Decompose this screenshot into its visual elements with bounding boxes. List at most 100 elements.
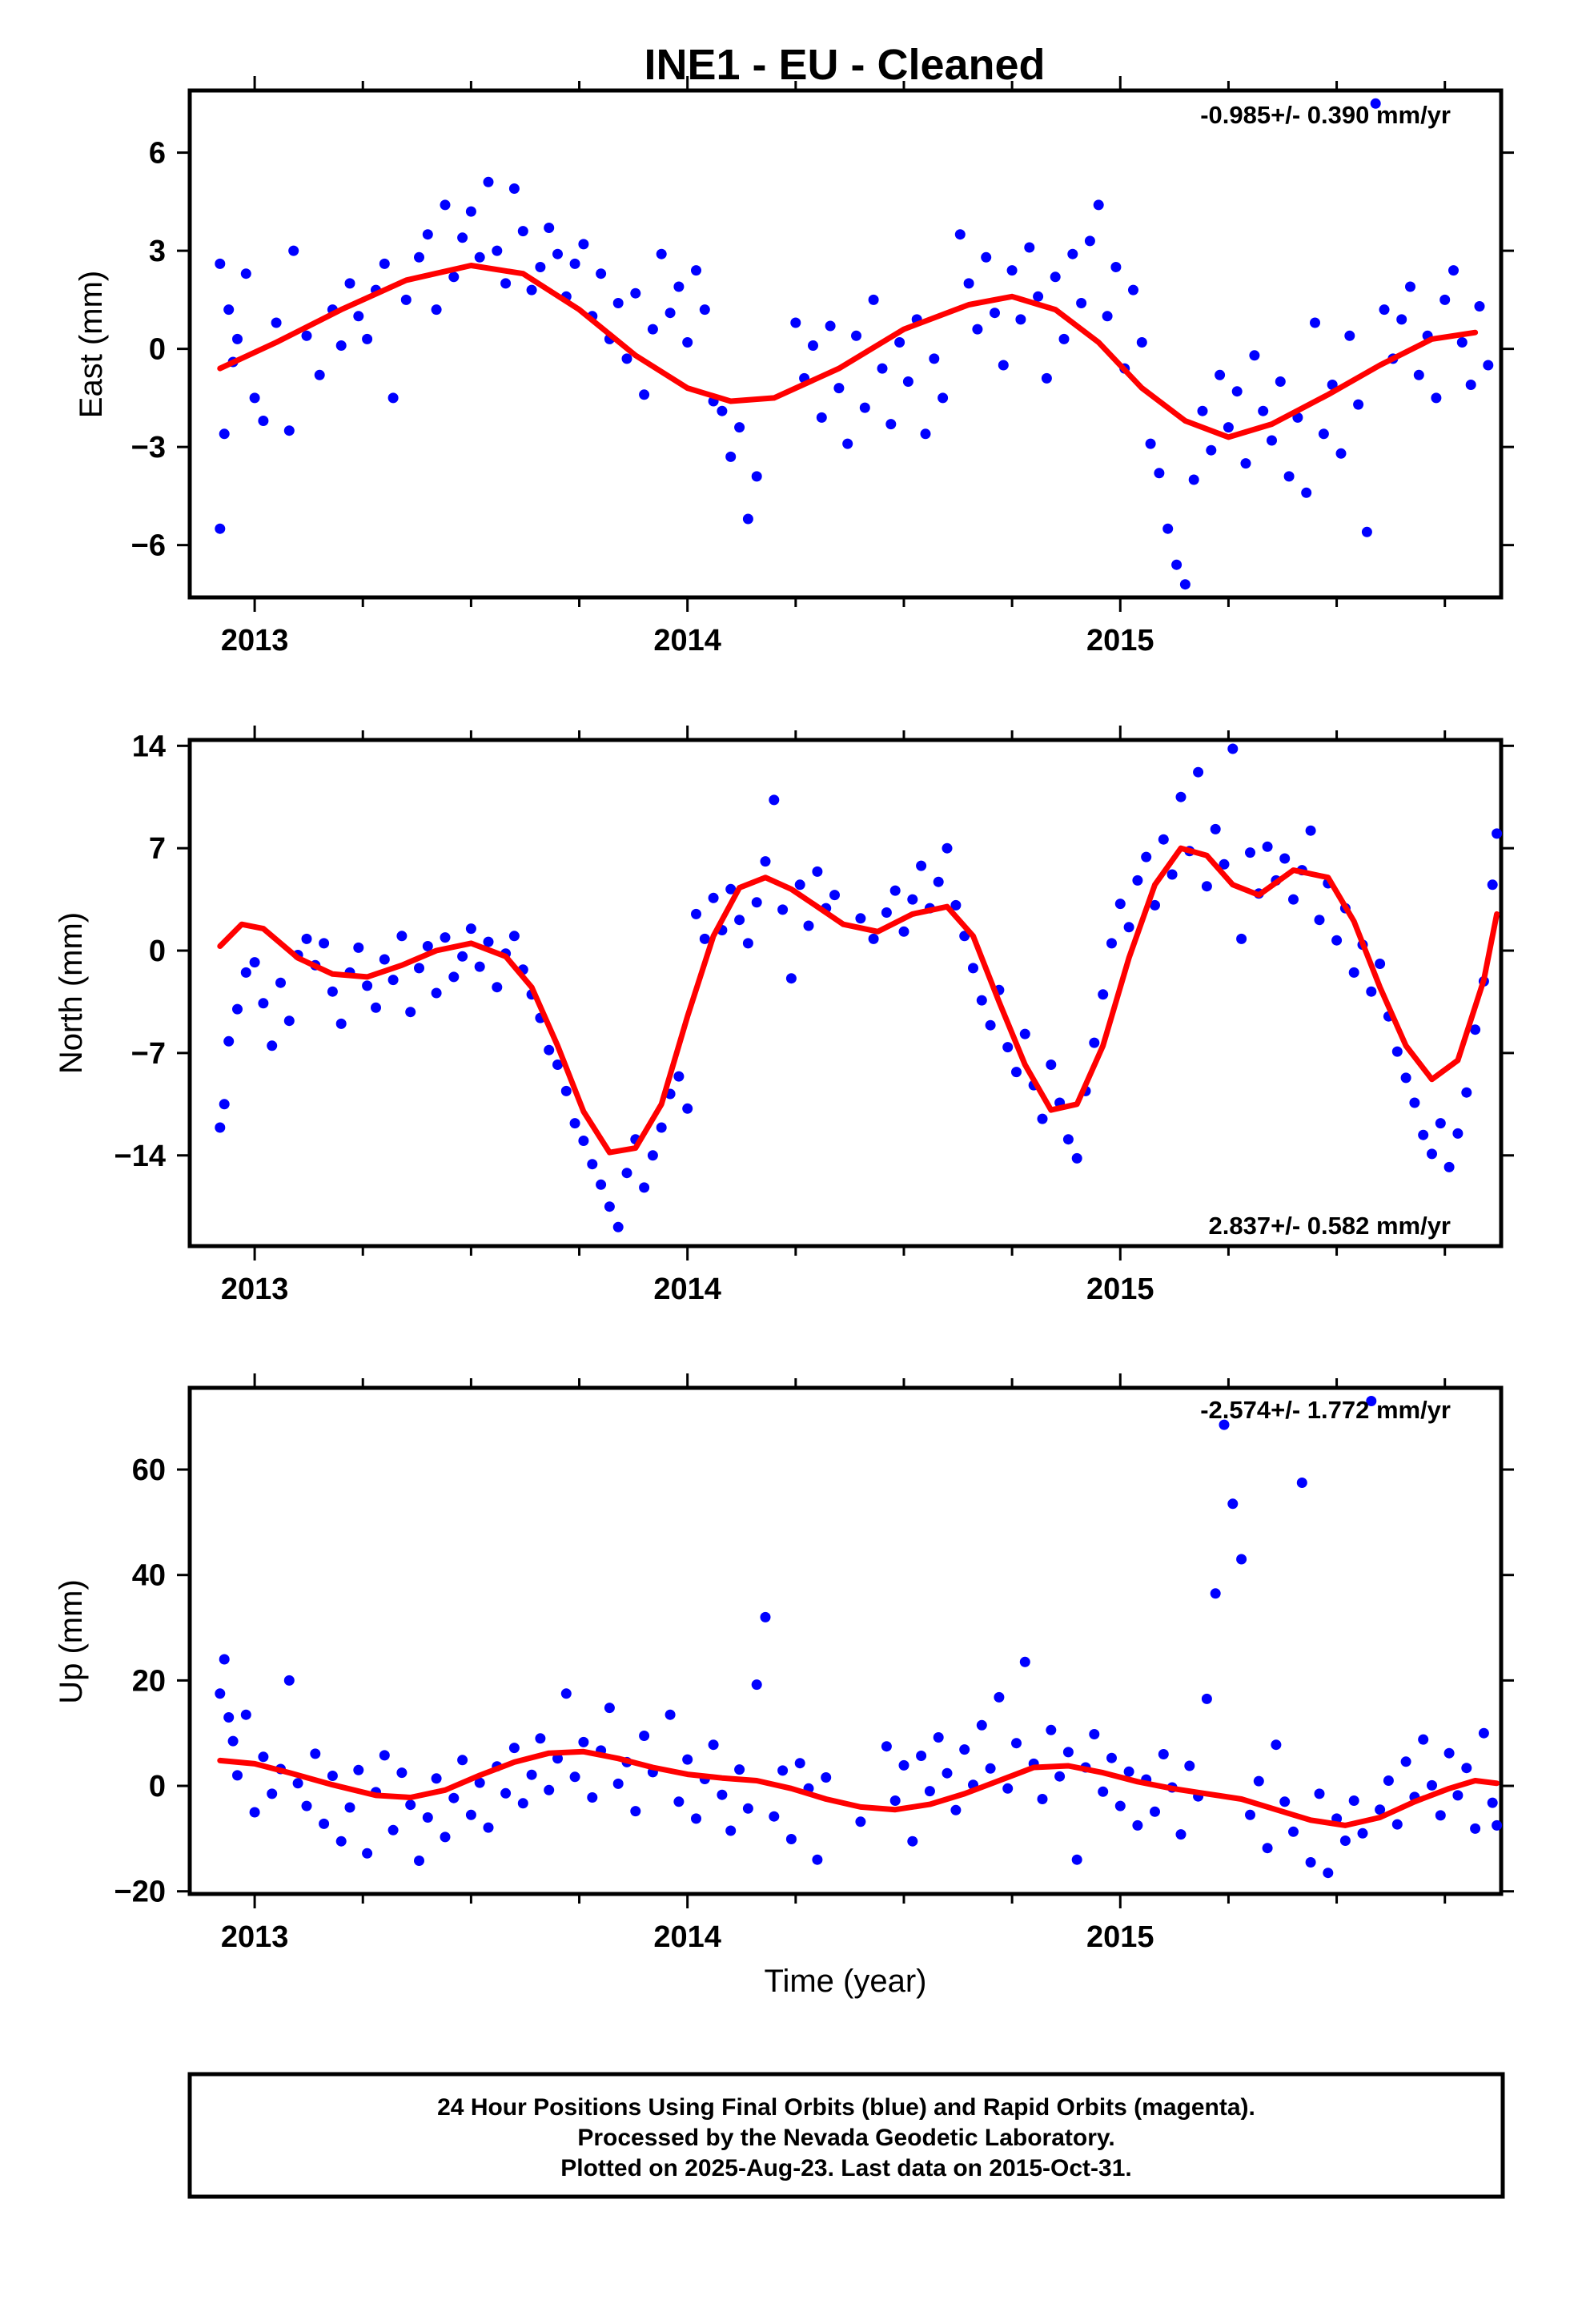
- north-data-point: [414, 963, 424, 974]
- up-data-point: [227, 1735, 239, 1747]
- north-data-point: [794, 879, 805, 891]
- east-data-point: [1456, 337, 1468, 348]
- north-data-point: [569, 1118, 580, 1129]
- east-data-point: [920, 428, 931, 440]
- north-data-point: [1331, 935, 1343, 946]
- up-data-point: [292, 1778, 303, 1789]
- north-data-point: [968, 963, 978, 974]
- north-data-point: [1037, 1113, 1048, 1124]
- footer-line-2: Processed by the Nevada Geodetic Laborat…: [577, 2125, 1114, 2151]
- north-data-point: [1400, 1072, 1411, 1084]
- up-data-point: [327, 1771, 338, 1781]
- up-data-point: [1366, 1396, 1377, 1406]
- east-data-point: [344, 278, 355, 289]
- up-data-point: [526, 1769, 537, 1780]
- north-data-point: [639, 1182, 650, 1193]
- north-data-point: [812, 866, 823, 877]
- east-data-point: [353, 311, 364, 322]
- east-data-point: [431, 304, 442, 316]
- north-model-line: [217, 845, 1500, 1156]
- east-data-point: [1110, 262, 1122, 272]
- east-data-point: [1396, 314, 1407, 325]
- north-data-point: [708, 892, 719, 903]
- north-rate-label: 2.837+/- 0.582 mm/yr: [1209, 1212, 1451, 1240]
- up-data-point: [604, 1703, 615, 1714]
- east-data-point: [842, 438, 853, 449]
- up-data-point: [916, 1751, 927, 1761]
- up-ytick-label: 40: [132, 1559, 166, 1593]
- north-data-point: [353, 942, 364, 953]
- north-data-point: [258, 998, 269, 1009]
- up-xtick-label: 2014: [653, 1920, 721, 1954]
- up-data-point: [422, 1812, 433, 1823]
- up-data-point: [560, 1688, 572, 1699]
- north-data-point: [1348, 967, 1359, 978]
- up-data-point: [457, 1755, 468, 1766]
- up-data-point: [414, 1856, 424, 1866]
- north-data-point: [656, 1122, 667, 1133]
- east-data-point: [1041, 372, 1052, 384]
- up-data-point: [1210, 1588, 1221, 1599]
- up-data-point: [751, 1679, 762, 1691]
- east-data-point: [825, 320, 836, 332]
- east-data-point: [691, 265, 701, 276]
- up-data-point: [267, 1788, 278, 1799]
- east-data-point: [387, 392, 399, 404]
- up-data-point: [1150, 1806, 1160, 1817]
- x-axis-label: Time (year): [765, 1964, 927, 1999]
- east-data-point: [790, 317, 801, 328]
- up-data-point: [483, 1822, 494, 1833]
- east-data-point: [929, 353, 940, 364]
- east-data-point: [271, 317, 282, 328]
- up-data-point: [950, 1804, 962, 1815]
- up-data-point: [362, 1848, 373, 1859]
- up-data-point: [673, 1796, 685, 1807]
- east-data-point: [1136, 337, 1147, 348]
- north-data-point: [1288, 894, 1299, 905]
- east-data-point: [232, 333, 243, 344]
- east-data-point: [851, 330, 861, 341]
- up-data-point: [1288, 1826, 1299, 1837]
- north-data-point: [907, 894, 918, 905]
- up-data-point: [1375, 1804, 1386, 1815]
- up-data-point: [258, 1751, 269, 1763]
- east-data-point: [1431, 392, 1442, 404]
- east-data-point: [1370, 98, 1381, 109]
- north-data-point: [1123, 922, 1134, 933]
- north-data-point: [1391, 1046, 1403, 1057]
- north-data-point: [985, 1019, 996, 1031]
- north-data-point: [785, 973, 797, 984]
- north-data-point: [699, 933, 710, 944]
- north-data-point: [1175, 791, 1186, 802]
- north-data-point: [1071, 1152, 1082, 1164]
- east-data-point: [734, 422, 745, 433]
- north-data-point: [1132, 875, 1143, 886]
- north-data-point: [1011, 1067, 1022, 1078]
- east-data-point: [673, 281, 685, 292]
- east-xtick-label: 2015: [1086, 624, 1154, 657]
- north-data-point: [578, 1136, 589, 1146]
- east-data-point: [1439, 294, 1451, 305]
- up-data-point: [924, 1786, 935, 1797]
- up-data-point: [474, 1777, 485, 1788]
- up-data-point: [215, 1688, 226, 1699]
- east-data-point: [1448, 265, 1459, 276]
- north-data-point: [544, 1044, 555, 1055]
- up-data-point: [1011, 1738, 1022, 1749]
- up-data-point: [907, 1835, 918, 1847]
- east-data-point: [535, 262, 546, 272]
- up-data-point: [1348, 1795, 1359, 1806]
- up-data-point: [587, 1792, 598, 1803]
- east-data-point: [1223, 422, 1234, 433]
- up-data-point: [985, 1763, 996, 1774]
- north-data-point: [1158, 834, 1169, 845]
- north-data-point: [1279, 853, 1291, 864]
- up-data-point: [240, 1709, 251, 1720]
- north-data-point: [933, 876, 944, 887]
- east-data-point: [1033, 291, 1044, 302]
- east-data-point: [751, 471, 762, 482]
- up-data-point: [665, 1709, 676, 1720]
- east-data-point: [422, 229, 433, 240]
- east-data-point: [500, 278, 512, 289]
- east-data-point: [1093, 199, 1104, 211]
